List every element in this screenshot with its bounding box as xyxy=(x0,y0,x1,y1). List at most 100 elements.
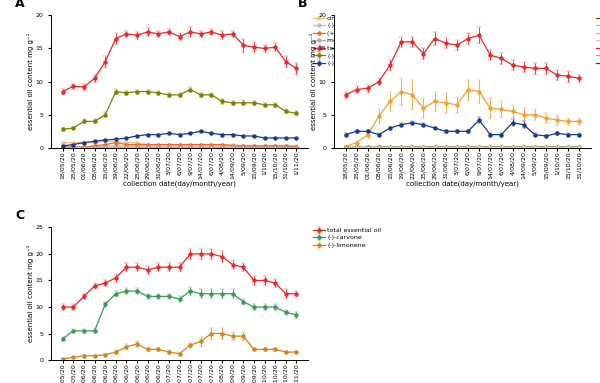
(+)- pulegone xyxy=(59,145,66,149)
cineole xyxy=(409,145,416,149)
cineole xyxy=(398,145,405,149)
menthyl acetate xyxy=(509,145,516,150)
menthyl acetate xyxy=(542,145,550,150)
menthyl acetate xyxy=(376,146,383,150)
(-)-limonene xyxy=(293,144,300,149)
cineole xyxy=(133,140,140,145)
(-)-limonene xyxy=(542,145,550,150)
Legend: total essential oil, (-)-carvone, (-)-limonene: total essential oil, (-)-carvone, (-)-li… xyxy=(313,228,381,248)
cineole xyxy=(476,145,483,149)
Line: menthyl acetate: menthyl acetate xyxy=(61,145,298,149)
cineole xyxy=(59,140,66,145)
(+)- pulegone xyxy=(166,142,173,147)
(-)-limonene xyxy=(398,145,405,150)
menthyl acetate xyxy=(442,145,449,150)
(-)-limonene xyxy=(133,144,140,148)
(-)-menthol xyxy=(409,145,416,150)
(-)-limonene xyxy=(431,145,438,150)
(+)- pulegone xyxy=(123,142,130,147)
cineole xyxy=(112,139,119,144)
menthyl acetate xyxy=(166,145,173,149)
(-)-limonene xyxy=(509,145,516,150)
(+)- pulegone xyxy=(240,144,247,148)
(-)-menthol xyxy=(498,145,505,150)
menthyl acetate xyxy=(453,145,460,150)
menthyl acetate xyxy=(123,145,130,149)
cineole xyxy=(218,142,226,147)
Line: cineole: cineole xyxy=(61,139,298,148)
Line: (-)-limonene: (-)-limonene xyxy=(344,146,581,149)
(-)-limonene xyxy=(342,145,349,150)
(-)-menthol xyxy=(398,145,405,150)
(+)- pulegone xyxy=(80,145,88,149)
X-axis label: collection date(day/month/year): collection date(day/month/year) xyxy=(123,181,236,187)
(+)- pulegone xyxy=(197,142,205,147)
cineole xyxy=(272,144,279,148)
(-)-limonene xyxy=(197,144,205,148)
menthyl acetate xyxy=(293,145,300,150)
cineole xyxy=(576,145,583,149)
cineole xyxy=(442,145,449,149)
cineole xyxy=(123,140,130,145)
(-)-menthol xyxy=(553,145,560,150)
(-)-menthol xyxy=(442,145,449,150)
(+)- pulegone xyxy=(133,142,140,147)
cineole xyxy=(453,145,460,149)
menthyl acetate xyxy=(576,145,583,150)
cineole xyxy=(487,145,494,149)
(-)-limonene xyxy=(70,144,77,149)
(-)-limonene xyxy=(353,145,360,150)
menthyl acetate xyxy=(261,145,268,150)
(-)-limonene xyxy=(565,145,572,150)
menthyl acetate xyxy=(80,145,88,150)
(-)-limonene xyxy=(91,144,98,149)
Line: (-)-limonene: (-)-limonene xyxy=(61,144,298,149)
menthyl acetate xyxy=(70,145,77,150)
Legend: cineole, (-)-limonene, (-)-menthol, menthyl acetate, total essential oil, (+)- p: cineole, (-)-limonene, (-)-menthol, ment… xyxy=(596,15,600,66)
(-)-limonene xyxy=(123,144,130,148)
(-)-menthol xyxy=(386,145,394,150)
Y-axis label: essential oil content mg g⁻¹: essential oil content mg g⁻¹ xyxy=(310,33,317,130)
cineole xyxy=(229,142,236,147)
cineole xyxy=(386,145,394,149)
(+)- pulegone xyxy=(155,142,162,147)
(+)- pulegone xyxy=(229,144,236,148)
menthyl acetate xyxy=(91,145,98,150)
cineole xyxy=(187,142,194,147)
(-)-limonene xyxy=(166,144,173,148)
menthyl acetate xyxy=(476,145,483,150)
menthyl acetate xyxy=(208,145,215,149)
(-)-menthol xyxy=(520,145,527,150)
(+)- pulegone xyxy=(293,144,300,149)
(+)- pulegone xyxy=(91,144,98,148)
cineole xyxy=(565,145,572,149)
(-)-menthol xyxy=(376,145,383,150)
(-)-menthol xyxy=(487,145,494,150)
(-)-limonene xyxy=(553,145,560,150)
(-)-limonene xyxy=(520,145,527,150)
cineole xyxy=(282,144,289,148)
Text: C: C xyxy=(15,209,24,222)
cineole xyxy=(101,139,109,144)
Line: menthyl acetate: menthyl acetate xyxy=(344,146,581,150)
menthyl acetate xyxy=(101,145,109,149)
menthyl acetate xyxy=(282,145,289,150)
menthyl acetate xyxy=(250,145,257,150)
(-)-menthol xyxy=(431,145,438,150)
menthyl acetate xyxy=(431,145,438,150)
(+)- pulegone xyxy=(70,145,77,149)
Line: (-)-menthol: (-)-menthol xyxy=(344,146,581,149)
menthyl acetate xyxy=(420,145,427,150)
(+)- pulegone xyxy=(261,144,268,148)
menthyl acetate xyxy=(218,145,226,149)
cineole xyxy=(166,142,173,147)
menthyl acetate xyxy=(553,145,560,150)
cineole xyxy=(144,142,151,147)
(-)-limonene xyxy=(101,144,109,148)
cineole xyxy=(464,145,472,149)
(-)-limonene xyxy=(364,145,371,150)
(-)-limonene xyxy=(272,144,279,149)
menthyl acetate xyxy=(487,145,494,150)
menthyl acetate xyxy=(176,145,183,149)
menthyl acetate xyxy=(464,145,472,150)
